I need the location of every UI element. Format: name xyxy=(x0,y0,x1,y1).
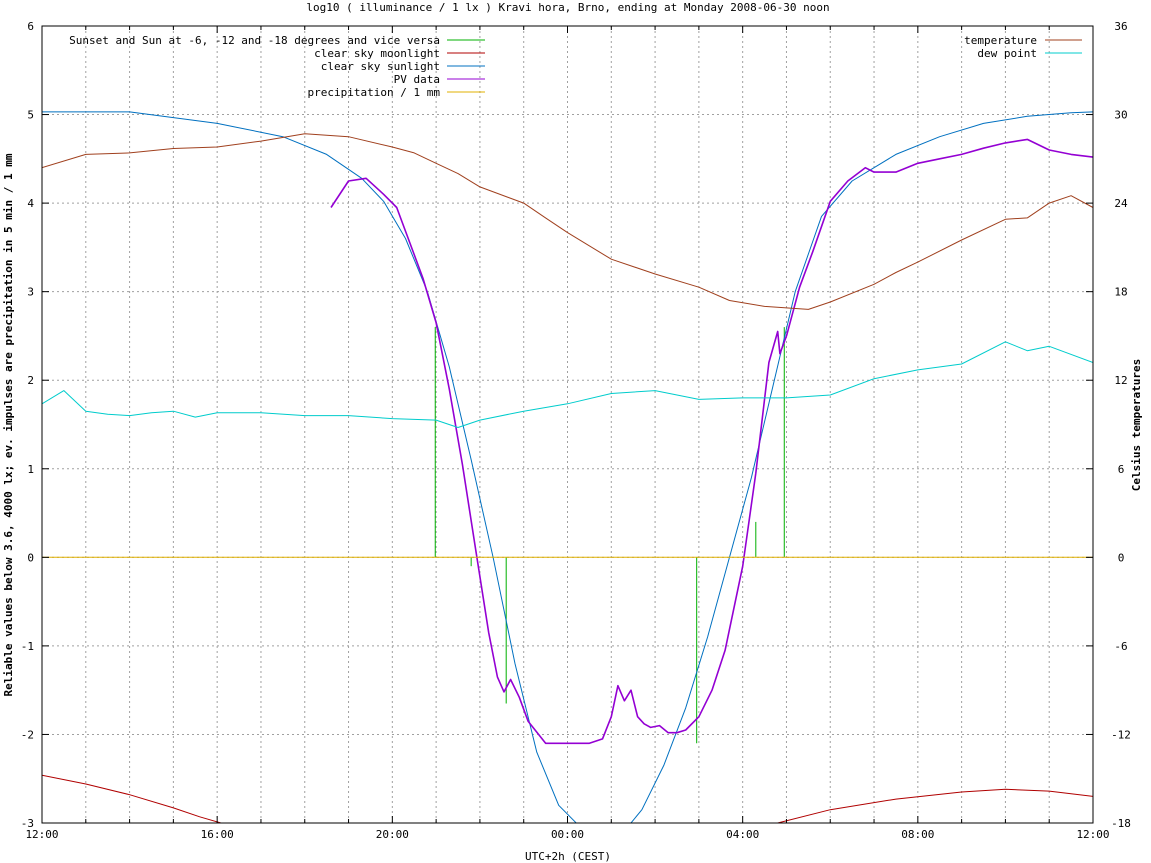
y2-tick-label: 6 xyxy=(1118,463,1125,476)
legend-left: Sunset and Sun at -6, -12 and -18 degree… xyxy=(69,34,485,99)
y-tick-label: 4 xyxy=(27,197,34,210)
series-layer xyxy=(42,111,1093,823)
sunset-and-sun-at-6-12-and-18-degrees-and-vice-versa-series xyxy=(434,327,785,744)
legend-label: clear sky sunlight xyxy=(321,60,440,73)
y2-tick-label: 18 xyxy=(1114,286,1127,299)
x-tick-label: 00:00 xyxy=(551,828,584,841)
temperature-series xyxy=(42,133,1093,310)
x-tick-label: 04:00 xyxy=(726,828,759,841)
y-tick-label: -2 xyxy=(21,728,34,741)
y2-tick-label: 36 xyxy=(1114,20,1127,33)
clear-sky-moonlight-series xyxy=(42,774,1093,823)
pv-data-series xyxy=(330,138,1093,745)
y-tick-label: 6 xyxy=(27,20,34,33)
y-axis-title: Reliable values below 3.6, 4000 lx; ev. … xyxy=(2,153,15,696)
legend-label: precipitation / 1 mm xyxy=(308,86,441,99)
clear-sky-sunlight-series xyxy=(42,111,1093,823)
axis-ticks: 12:00 16:00 20:00 00:00 04:00 08:00 12:00-3-2-… xyxy=(21,20,1131,841)
legend-label: Sunset and Sun at -6, -12 and -18 degree… xyxy=(69,34,440,47)
y-tick-label: 3 xyxy=(27,286,34,299)
y2-axis-title: Celsius temperatures xyxy=(1130,359,1143,491)
dew-point-series xyxy=(42,341,1093,428)
legend-label: clear sky moonlight xyxy=(314,47,440,60)
y-tick-label: -3 xyxy=(21,817,34,830)
x-tick-label: 08:00 xyxy=(901,828,934,841)
y-tick-label: 1 xyxy=(27,463,34,476)
y-tick-label: 0 xyxy=(27,551,34,564)
x-tick-label: 12:00 xyxy=(25,828,58,841)
y2-tick-label: 30 xyxy=(1114,109,1127,122)
x-tick-label: 12:00 xyxy=(1076,828,1109,841)
y2-tick-label: -18 xyxy=(1111,817,1131,830)
y-tick-label: 2 xyxy=(27,374,34,387)
x-tick-label: 20:00 xyxy=(376,828,409,841)
y2-tick-label: 0 xyxy=(1118,551,1125,564)
y2-tick-label: -6 xyxy=(1114,640,1127,653)
x-axis-title: UTC+2h (CEST) xyxy=(525,850,611,863)
y-tick-label: 5 xyxy=(27,109,34,122)
legend-label: dew point xyxy=(977,47,1037,60)
legend-label: PV data xyxy=(394,73,440,86)
y2-tick-label: 24 xyxy=(1114,197,1128,210)
y2-tick-label: 12 xyxy=(1114,374,1127,387)
y2-tick-label: -12 xyxy=(1111,728,1131,741)
chart-title: log10 ( illuminance / 1 lx ) Kravi hora,… xyxy=(306,1,829,14)
y-tick-label: -1 xyxy=(21,640,34,653)
legend-label: temperature xyxy=(964,34,1037,47)
x-tick-label: 16:00 xyxy=(201,828,234,841)
